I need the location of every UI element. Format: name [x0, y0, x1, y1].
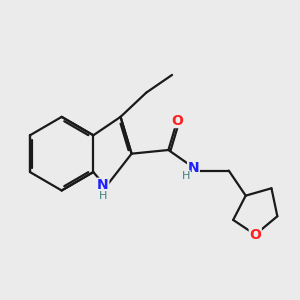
Text: N: N	[188, 161, 199, 176]
Text: H: H	[182, 171, 190, 181]
Text: O: O	[171, 114, 183, 128]
Text: O: O	[249, 228, 261, 242]
Text: H: H	[99, 190, 107, 201]
Text: N: N	[97, 178, 109, 192]
